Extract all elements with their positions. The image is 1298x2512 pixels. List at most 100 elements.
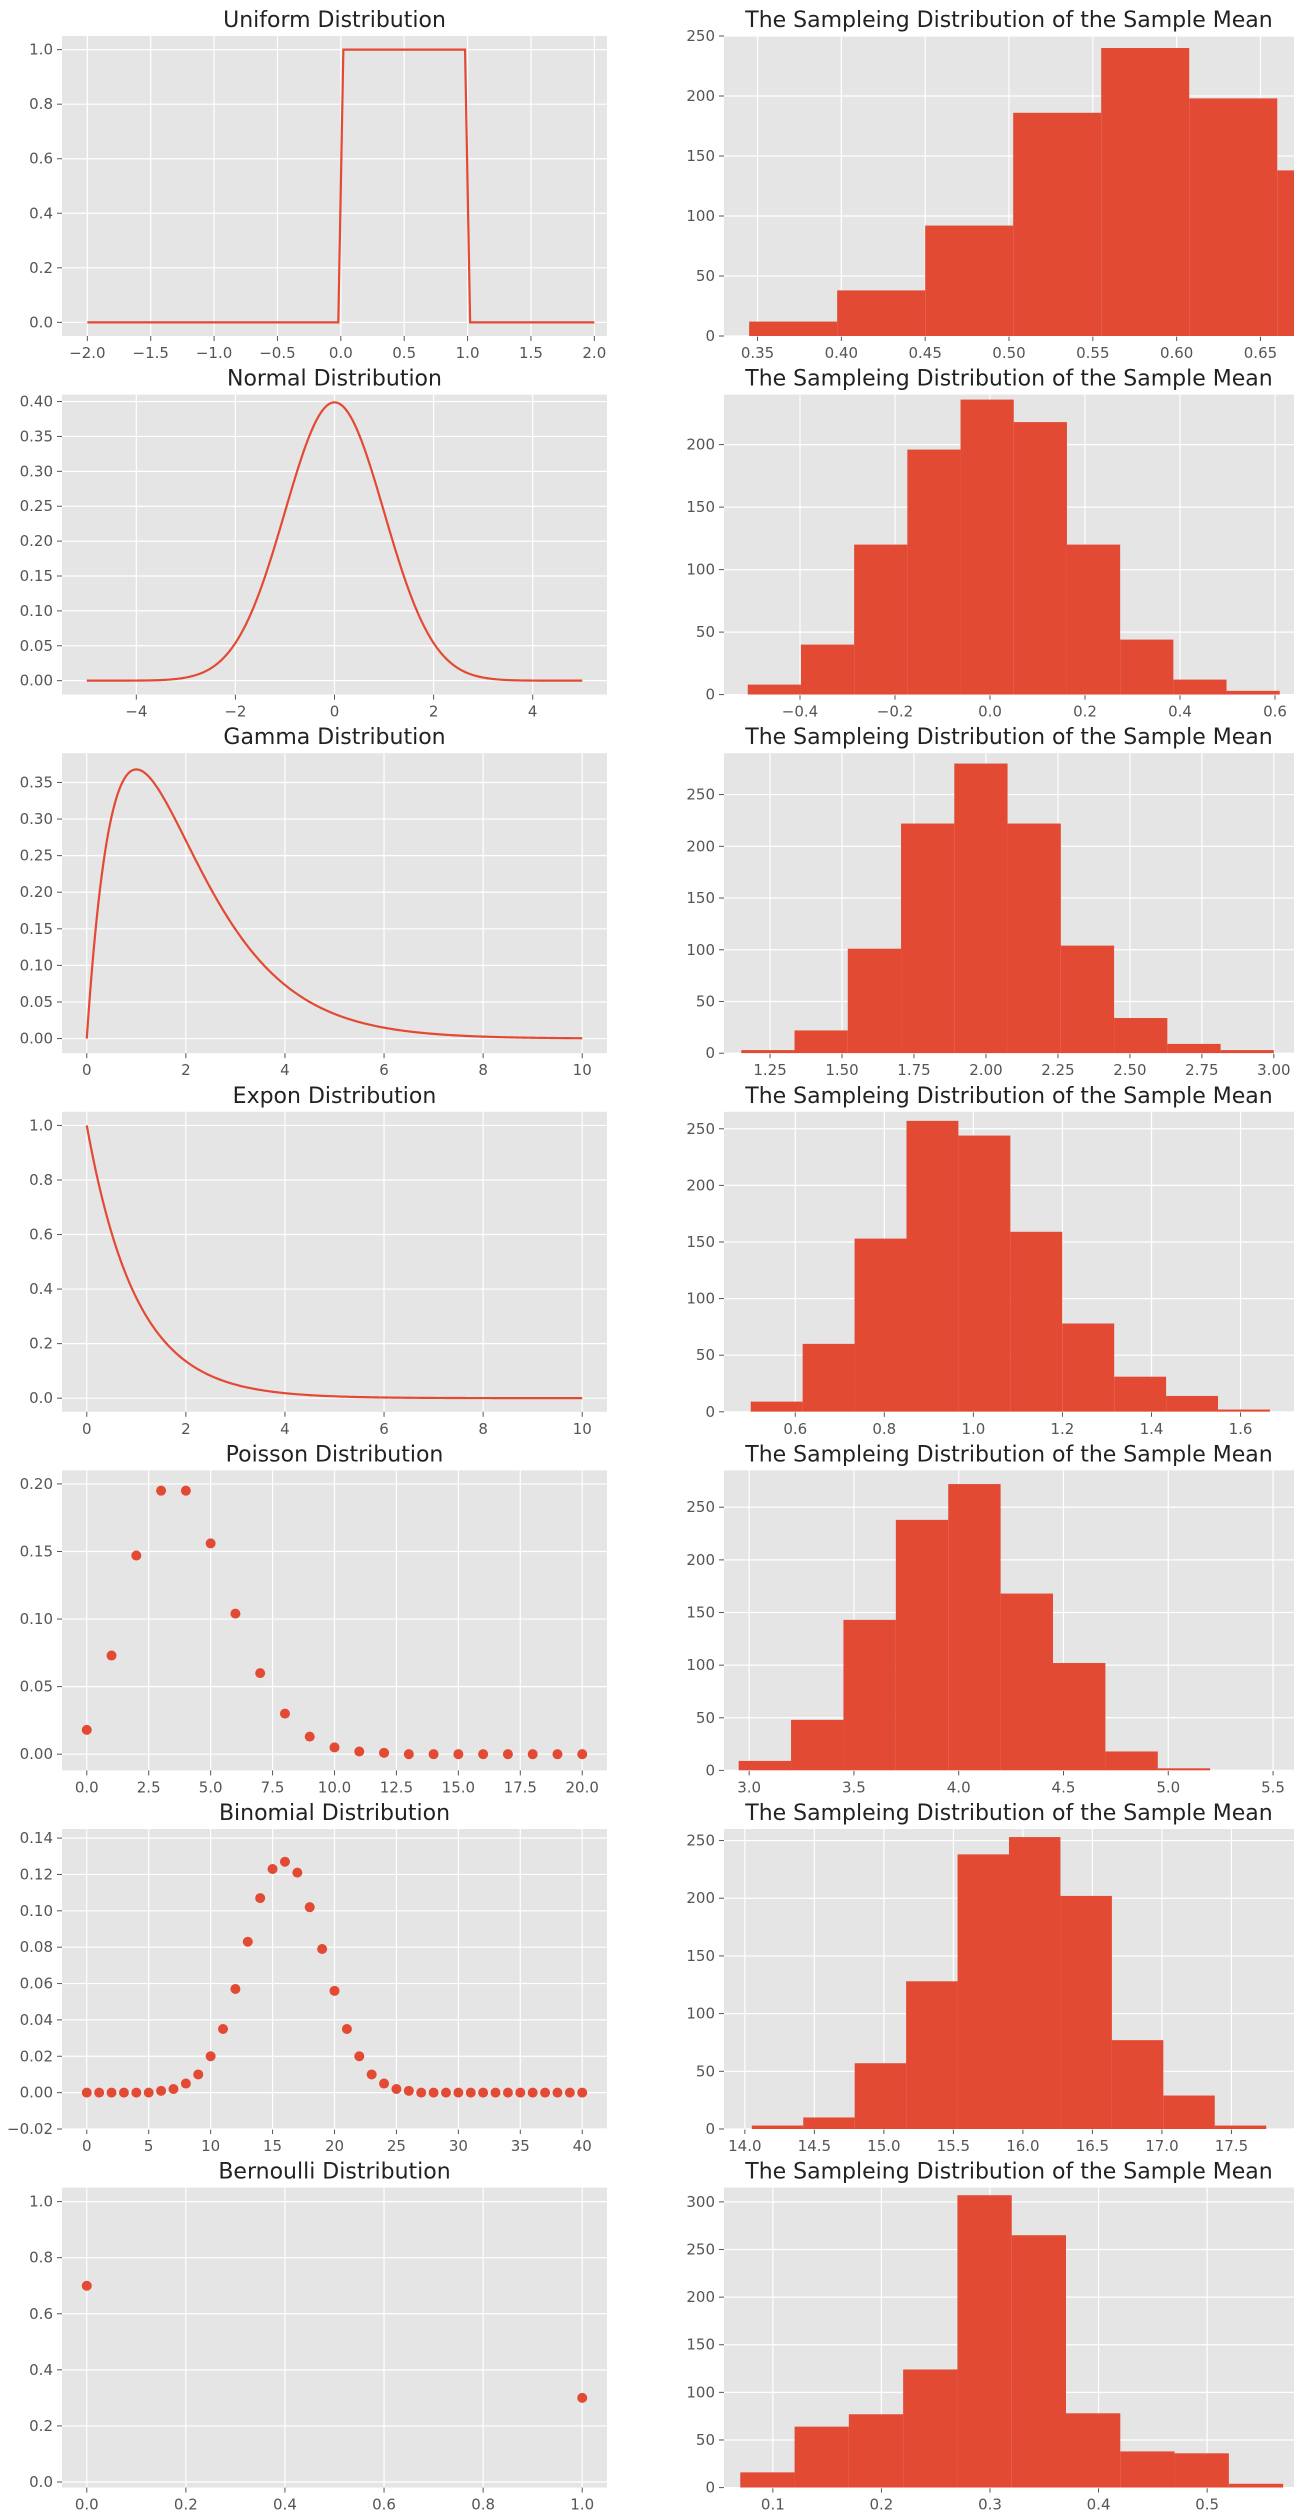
chart-expon-mean-bar bbox=[1218, 1409, 1270, 1412]
chart-expon-mean-bar bbox=[1114, 1376, 1167, 1412]
chart-binomial-point bbox=[279, 1856, 290, 1867]
chart-expon-y-tick-label: 0.4 bbox=[29, 1280, 53, 1298]
chart-poisson-point bbox=[379, 1747, 390, 1758]
chart-binomial-y-tick-label: 0.06 bbox=[20, 1975, 53, 1993]
chart-uniform-line bbox=[87, 48, 595, 324]
chart-bernoulli-mean-y-tick-label: 100 bbox=[686, 2383, 715, 2401]
chart-binomial-point bbox=[267, 1864, 278, 1874]
chart-normal-mean-y-tick-label: 0 bbox=[705, 686, 715, 704]
chart-binomial-x-tick-label: 10 bbox=[201, 2137, 220, 2155]
chart-uniform-mean-y-tick-label: 50 bbox=[696, 267, 715, 285]
chart-uniform-mean: 0.35 0.40 0.45 0.50 0.55 0.60 0.65 0 50 100 150 200… bbox=[686, 8, 1294, 362]
chart-gamma-mean: 1.25 1.50 1.75 2.00 2.25 2.50 2.75 3.00 0 50 100 15… bbox=[686, 725, 1294, 1079]
chart-uniform-x-tick-label: −1.0 bbox=[196, 344, 232, 362]
chart-gamma-mean-y-tick-label: 200 bbox=[686, 837, 715, 855]
chart-uniform-mean-x-tick-label: 0.55 bbox=[1076, 344, 1109, 362]
chart-normal-y-tick-label: 0.35 bbox=[20, 427, 53, 445]
chart-poisson-point bbox=[279, 1708, 290, 1719]
chart-uniform-mean-bar bbox=[1277, 170, 1294, 336]
chart-poisson-mean-y-tick-label: 50 bbox=[696, 1709, 715, 1727]
chart-normal-y-tick-label: 0.10 bbox=[20, 602, 53, 620]
chart-expon-line bbox=[85, 1125, 583, 1400]
chart-binomial-x-tick-label: 30 bbox=[449, 2137, 468, 2155]
chart-expon-y-tick-label: 1.0 bbox=[29, 1116, 53, 1134]
chart-poisson-point bbox=[131, 1550, 142, 1561]
chart-binomial-point bbox=[329, 1985, 340, 1996]
chart-binomial-point bbox=[564, 2087, 575, 2098]
chart-bernoulli-x-tick-label: 0.0 bbox=[75, 2496, 99, 2512]
chart-binomial-point bbox=[540, 2087, 551, 2098]
chart-poisson-mean-title: The Sampleing Distribution of the Sample… bbox=[744, 1442, 1272, 1467]
chart-gamma-y-tick-label: 0.30 bbox=[20, 810, 53, 828]
chart-expon-title: Expon Distribution bbox=[233, 1084, 437, 1109]
chart-bernoulli-x-tick-label: 0.6 bbox=[372, 2496, 396, 2512]
chart-expon-mean-y-tick-label: 50 bbox=[696, 1346, 715, 1364]
chart-binomial-point bbox=[478, 2087, 489, 2098]
chart-gamma-x-tick-label: 0 bbox=[82, 1061, 92, 1079]
chart-gamma-mean-x-tick-label: 2.25 bbox=[1041, 1061, 1074, 1079]
chart-binomial-x-tick-label: 40 bbox=[573, 2137, 592, 2155]
chart-binomial-point bbox=[403, 2085, 414, 2096]
chart-binomial-point bbox=[552, 2087, 563, 2098]
chart-expon-mean-x-tick-label: 1.4 bbox=[1140, 1420, 1164, 1438]
chart-poisson-x-tick-label: 0.0 bbox=[75, 1778, 99, 1796]
chart-poisson-mean-bar bbox=[948, 1484, 1001, 1771]
chart-uniform: −2.0 −1.5 −1.0 −0.5 0.0 0.5 1.0 1.5 2.0 0.0 0.2 0.4… bbox=[29, 8, 607, 362]
chart-expon-plot-area bbox=[62, 1111, 607, 1412]
chart-bernoulli-x-tick-label: 0.4 bbox=[273, 2496, 297, 2512]
chart-binomial-mean-bar bbox=[803, 2117, 855, 2129]
chart-uniform-mean-y-tick-label: 250 bbox=[686, 27, 715, 45]
chart-poisson-point bbox=[527, 1749, 538, 1760]
chart-normal-y-tick-label: 0.00 bbox=[20, 672, 53, 690]
chart-binomial-x-tick-label: 5 bbox=[144, 2137, 154, 2155]
chart-gamma-x-tick-label: 2 bbox=[181, 1061, 191, 1079]
chart-normal-mean-data bbox=[747, 399, 1280, 695]
chart-binomial-mean-y-tick-label: 150 bbox=[686, 1947, 715, 1965]
chart-binomial-mean-y-tick-label: 100 bbox=[686, 2005, 715, 2023]
chart-normal-mean-y-tick-label: 200 bbox=[686, 436, 715, 454]
chart-poisson-point bbox=[81, 1724, 92, 1735]
chart-binomial-mean-x-tick-label: 16.0 bbox=[1006, 2137, 1039, 2155]
chart-gamma-mean-bar bbox=[1114, 1018, 1168, 1054]
chart-gamma-data bbox=[85, 768, 583, 1040]
chart-uniform-title: Uniform Distribution bbox=[223, 8, 446, 33]
chart-bernoulli-point bbox=[81, 2280, 92, 2291]
chart-binomial-point bbox=[391, 2084, 402, 2094]
chart-binomial-mean-data bbox=[751, 1837, 1267, 2129]
chart-gamma-mean-bar bbox=[1220, 1050, 1274, 1054]
chart-uniform-mean-x-tick-label: 0.60 bbox=[1160, 344, 1193, 362]
chart-expon: 0 2 4 6 8 10 0.0 0.2 0.4 0.6 0.8 1.0 Expon Distribut… bbox=[29, 1084, 607, 1438]
chart-expon-mean-x-tick-label: 1.6 bbox=[1229, 1420, 1253, 1438]
chart-poisson-x-tick-label: 7.5 bbox=[261, 1778, 285, 1796]
chart-normal-y-tick-label: 0.05 bbox=[20, 637, 53, 655]
chart-binomial-point bbox=[379, 2078, 390, 2089]
chart-normal-mean-x-tick-label: 0.6 bbox=[1263, 703, 1287, 721]
chart-poisson-y-tick-label: 0.00 bbox=[20, 1745, 53, 1763]
chart-binomial-mean-title: The Sampleing Distribution of the Sample… bbox=[744, 1801, 1272, 1826]
chart-bernoulli-mean-bar bbox=[903, 2369, 958, 2488]
chart-normal-mean-bar bbox=[747, 684, 801, 695]
chart-expon-y-tick-label: 0.2 bbox=[29, 1335, 53, 1353]
chart-gamma-y-tick-label: 0.20 bbox=[20, 883, 53, 901]
chart-binomial-x-tick-label: 0 bbox=[82, 2137, 92, 2155]
chart-uniform-mean-title: The Sampleing Distribution of the Sample… bbox=[744, 8, 1272, 33]
chart-expon-y-tick-label: 0.0 bbox=[29, 1389, 53, 1407]
chart-expon-mean-bar bbox=[906, 1120, 959, 1412]
chart-expon-mean-bar bbox=[1062, 1323, 1115, 1412]
chart-poisson-y-tick-label: 0.15 bbox=[20, 1542, 53, 1560]
chart-poisson-mean-bar bbox=[738, 1760, 792, 1771]
chart-binomial-point bbox=[106, 2087, 117, 2098]
chart-uniform-data bbox=[87, 48, 595, 324]
chart-binomial-point bbox=[168, 2084, 179, 2094]
chart-poisson-point bbox=[552, 1749, 563, 1760]
chart-binomial-mean-x-tick-label: 14.5 bbox=[798, 2137, 831, 2155]
chart-bernoulli-y-tick-label: 0.8 bbox=[29, 2249, 53, 2267]
chart-expon-x-tick-label: 10 bbox=[573, 1420, 592, 1438]
chart-expon-mean-x-tick-label: 0.8 bbox=[872, 1420, 896, 1438]
chart-binomial-point bbox=[317, 1944, 328, 1954]
chart-binomial-mean-x-tick-label: 14.0 bbox=[728, 2137, 761, 2155]
chart-poisson-x-tick-label: 20.0 bbox=[566, 1778, 599, 1796]
chart-gamma-mean-y-tick-label: 100 bbox=[686, 941, 715, 959]
chart-poisson-mean-bar bbox=[1157, 1768, 1211, 1771]
chart-uniform-x-tick-label: −1.5 bbox=[133, 344, 169, 362]
